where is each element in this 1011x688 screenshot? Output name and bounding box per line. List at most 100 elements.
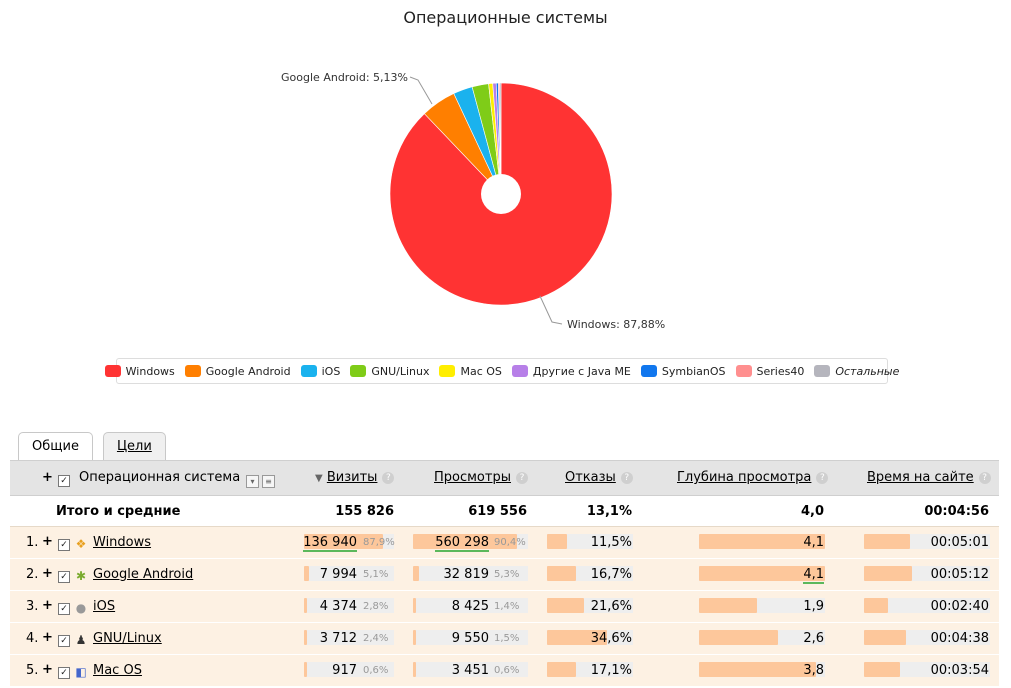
views-bar bbox=[413, 630, 416, 645]
visits-bar bbox=[304, 598, 307, 613]
help-icon[interactable]: ? bbox=[620, 472, 633, 484]
legend-item[interactable]: Остальные bbox=[814, 365, 899, 378]
total-label: Итого и средние bbox=[56, 504, 181, 519]
row-number: 5. bbox=[26, 663, 39, 678]
legend-item[interactable]: Mac OS bbox=[439, 364, 502, 378]
time-bar bbox=[864, 566, 912, 581]
os-cell: ♟ GNU/Linux bbox=[74, 631, 162, 647]
bounces-bar bbox=[547, 662, 577, 677]
row-checkbox[interactable]: ✓ bbox=[58, 539, 70, 551]
views-percent: 1,4% bbox=[494, 601, 520, 612]
bounces-value: 34,6% bbox=[590, 631, 632, 646]
expand-row-button[interactable]: + bbox=[42, 566, 53, 581]
legend-label: Google Android bbox=[205, 364, 291, 378]
total-visits: 155 826 bbox=[335, 504, 394, 519]
legend-label: Mac OS bbox=[460, 364, 502, 378]
filter-icon[interactable]: ▾ bbox=[246, 475, 259, 488]
list-icon[interactable]: ≡ bbox=[262, 475, 275, 488]
os-link[interactable]: iOS bbox=[93, 599, 116, 614]
row-checkbox[interactable]: ✓ bbox=[58, 603, 70, 615]
depth-value: 2,6 bbox=[803, 631, 824, 646]
legend-item[interactable]: Windows bbox=[104, 364, 175, 378]
visits-percent: 0,6% bbox=[363, 665, 389, 676]
row-checkbox-wrap: ✓ bbox=[58, 567, 70, 583]
os-link[interactable]: Windows bbox=[93, 535, 152, 550]
expand-row-button[interactable]: + bbox=[42, 598, 53, 613]
legend-label: Остальные bbox=[835, 364, 900, 378]
legend-swatch bbox=[814, 365, 831, 377]
table-row: 1. + ✓ ❖ Windows 136 940 87,9% 560 298 90,4% 11,5… bbox=[10, 527, 999, 559]
help-icon[interactable]: ? bbox=[515, 472, 528, 484]
legend-label: Другие с Java ME bbox=[532, 364, 631, 378]
legend-item[interactable]: Google Android bbox=[184, 364, 291, 378]
depth-bar bbox=[699, 662, 817, 677]
legend-label: SymbianOS bbox=[661, 364, 726, 378]
legend-swatch bbox=[735, 365, 752, 377]
select-all-checkbox[interactable]: ✓ bbox=[58, 475, 70, 487]
expand-row-button[interactable]: + bbox=[42, 534, 53, 549]
expand-all-button[interactable]: + bbox=[42, 470, 53, 485]
chart-title: Операционные системы bbox=[403, 8, 608, 27]
header-visits[interactable]: ▼ Визиты? bbox=[315, 470, 395, 485]
bounces-bar bbox=[547, 630, 607, 645]
legend-swatch bbox=[184, 365, 201, 377]
tab-general[interactable]: Общие bbox=[18, 432, 93, 462]
legend-label: Windows bbox=[125, 364, 175, 378]
header-views[interactable]: Просмотры? bbox=[434, 470, 528, 485]
row-checkbox[interactable]: ✓ bbox=[58, 635, 70, 647]
depth-bar bbox=[699, 566, 825, 581]
time-value: 00:03:54 bbox=[930, 663, 989, 678]
bounces-value: 17,1% bbox=[590, 663, 632, 678]
visits-percent: 87,9% bbox=[363, 537, 395, 548]
os-link[interactable]: Google Android bbox=[93, 567, 194, 582]
row-checkbox[interactable]: ✓ bbox=[58, 571, 70, 583]
time-bar bbox=[864, 662, 900, 677]
legend-item[interactable]: Series40 bbox=[735, 365, 804, 378]
legend-item[interactable]: iOS bbox=[300, 365, 340, 378]
row-number: 2. bbox=[26, 567, 39, 582]
time-bar bbox=[864, 630, 907, 645]
help-icon[interactable]: ? bbox=[816, 472, 829, 484]
total-depth: 4,0 bbox=[800, 504, 824, 519]
bounces-bar bbox=[547, 598, 585, 613]
legend-item[interactable]: GNU/Linux bbox=[350, 365, 429, 378]
legend-label: GNU/Linux bbox=[371, 364, 430, 378]
time-value: 00:05:01 bbox=[930, 535, 989, 550]
depth-bar bbox=[699, 630, 779, 645]
visits-percent: 2,4% bbox=[363, 633, 389, 644]
header-os: Операционная система bbox=[79, 470, 241, 485]
os-cell: ◧ Mac OS bbox=[74, 663, 142, 679]
os-link[interactable]: GNU/Linux bbox=[93, 631, 162, 646]
expand-row-button[interactable]: + bbox=[42, 662, 53, 677]
time-value: 00:02:40 bbox=[930, 599, 989, 614]
bounces-value: 16,7% bbox=[590, 567, 632, 582]
legend-item[interactable]: SymbianOS bbox=[640, 364, 726, 378]
row-checkbox[interactable]: ✓ bbox=[58, 667, 70, 679]
apple-icon: ● bbox=[75, 601, 87, 615]
views-bar bbox=[413, 662, 416, 677]
views-bar-bg bbox=[413, 662, 528, 677]
visits-percent: 2,8% bbox=[363, 601, 389, 612]
views-bar-bg bbox=[413, 630, 528, 645]
header-depth[interactable]: Глубина просмотра? bbox=[677, 470, 829, 485]
header-bounces[interactable]: Отказы? bbox=[565, 470, 633, 485]
pie-slice-остальные[interactable] bbox=[499, 82, 502, 195]
expand-row-button[interactable]: + bbox=[42, 630, 53, 645]
depth-value: 1,9 bbox=[803, 599, 824, 614]
total-views: 619 556 bbox=[468, 504, 527, 519]
os-cell: ❖ Windows bbox=[74, 535, 151, 551]
legend-swatch bbox=[439, 365, 456, 377]
windows-icon: ❖ bbox=[75, 537, 87, 551]
help-icon[interactable]: ? bbox=[978, 472, 991, 484]
views-value: 3 451 bbox=[451, 663, 489, 678]
help-icon[interactable]: ? bbox=[382, 472, 395, 484]
os-link[interactable]: Mac OS bbox=[93, 663, 142, 678]
mac-icon: ◧ bbox=[75, 665, 87, 679]
legend-item[interactable]: Другие с Java ME bbox=[511, 364, 631, 378]
os-cell: ✱ Google Android bbox=[74, 567, 193, 583]
tab-goals[interactable]: Цели bbox=[102, 432, 166, 461]
row-checkbox-wrap: ✓ bbox=[58, 631, 70, 647]
row-number: 4. bbox=[26, 631, 39, 646]
time-bar bbox=[864, 534, 911, 549]
header-time[interactable]: Время на сайте? bbox=[867, 470, 991, 485]
